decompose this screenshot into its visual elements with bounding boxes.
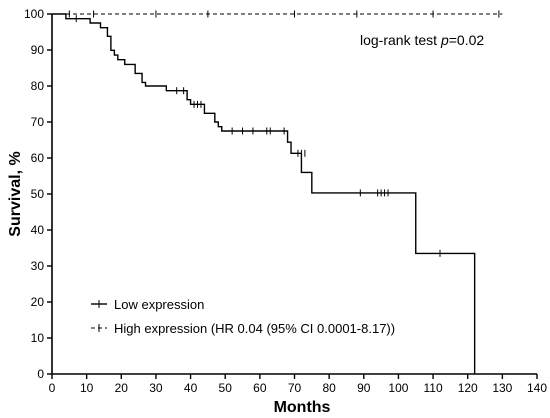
legend-item-high-expression: High expression (HR 0.04 (95% CI 0.0001-… — [91, 321, 395, 336]
log-rank-annotation: log-rank test p=0.02 — [360, 32, 484, 48]
x-tick-label: 130 — [492, 381, 512, 395]
x-tick-label: 120 — [458, 381, 478, 395]
x-tick-label: 90 — [357, 381, 371, 395]
series-low-expression — [52, 13, 476, 374]
annotation-suffix: =0.02 — [449, 32, 485, 48]
y-axis-title: Survival, % — [7, 151, 24, 236]
x-tick-label: 100 — [388, 381, 408, 395]
x-tick-label: 140 — [527, 381, 547, 395]
x-tick-label: 110 — [424, 381, 443, 395]
legend-item-low-expression: Low expression — [91, 297, 204, 312]
y-tick-label: 90 — [31, 43, 45, 57]
x-tick-label: 40 — [184, 381, 198, 395]
y-tick-label: 10 — [31, 331, 45, 345]
annotation-p: p — [440, 32, 449, 48]
y-tick-label: 60 — [31, 151, 45, 165]
x-tick-label: 70 — [288, 381, 302, 395]
survival-curve-low-expression — [52, 13, 476, 374]
y-tick-label: 50 — [31, 187, 45, 201]
y-tick-label: 40 — [31, 223, 45, 237]
x-axis-title: Months — [274, 399, 331, 416]
y-tick-label: 20 — [31, 295, 45, 309]
y-tick-label: 0 — [37, 367, 44, 381]
series-group — [52, 10, 503, 374]
x-tick-label: 0 — [49, 381, 56, 395]
legend-label-high: High expression (HR 0.04 (95% CI 0.0001-… — [114, 321, 395, 336]
x-tick-label: 80 — [322, 381, 336, 395]
annotation-prefix: log-rank test — [360, 32, 441, 48]
x-tick-label: 10 — [80, 381, 94, 395]
legend: Low expression High expression (HR 0.04 … — [91, 297, 395, 336]
series-high-expression — [52, 10, 503, 18]
y-tick-label: 100 — [24, 7, 44, 21]
y-tick-label: 80 — [31, 79, 45, 93]
axes: 0 10 20 30 40 50 60 70 80 90 100 0 10 20 30 40 50 60 70 80 9… — [24, 7, 547, 395]
legend-label-low: Low expression — [114, 297, 204, 312]
y-tick-label: 30 — [31, 259, 45, 273]
x-tick-label: 30 — [149, 381, 163, 395]
x-tick-label: 20 — [115, 381, 129, 395]
x-tick-label: 50 — [219, 381, 233, 395]
x-tick-label: 60 — [253, 381, 267, 395]
y-tick-label: 70 — [31, 115, 45, 129]
